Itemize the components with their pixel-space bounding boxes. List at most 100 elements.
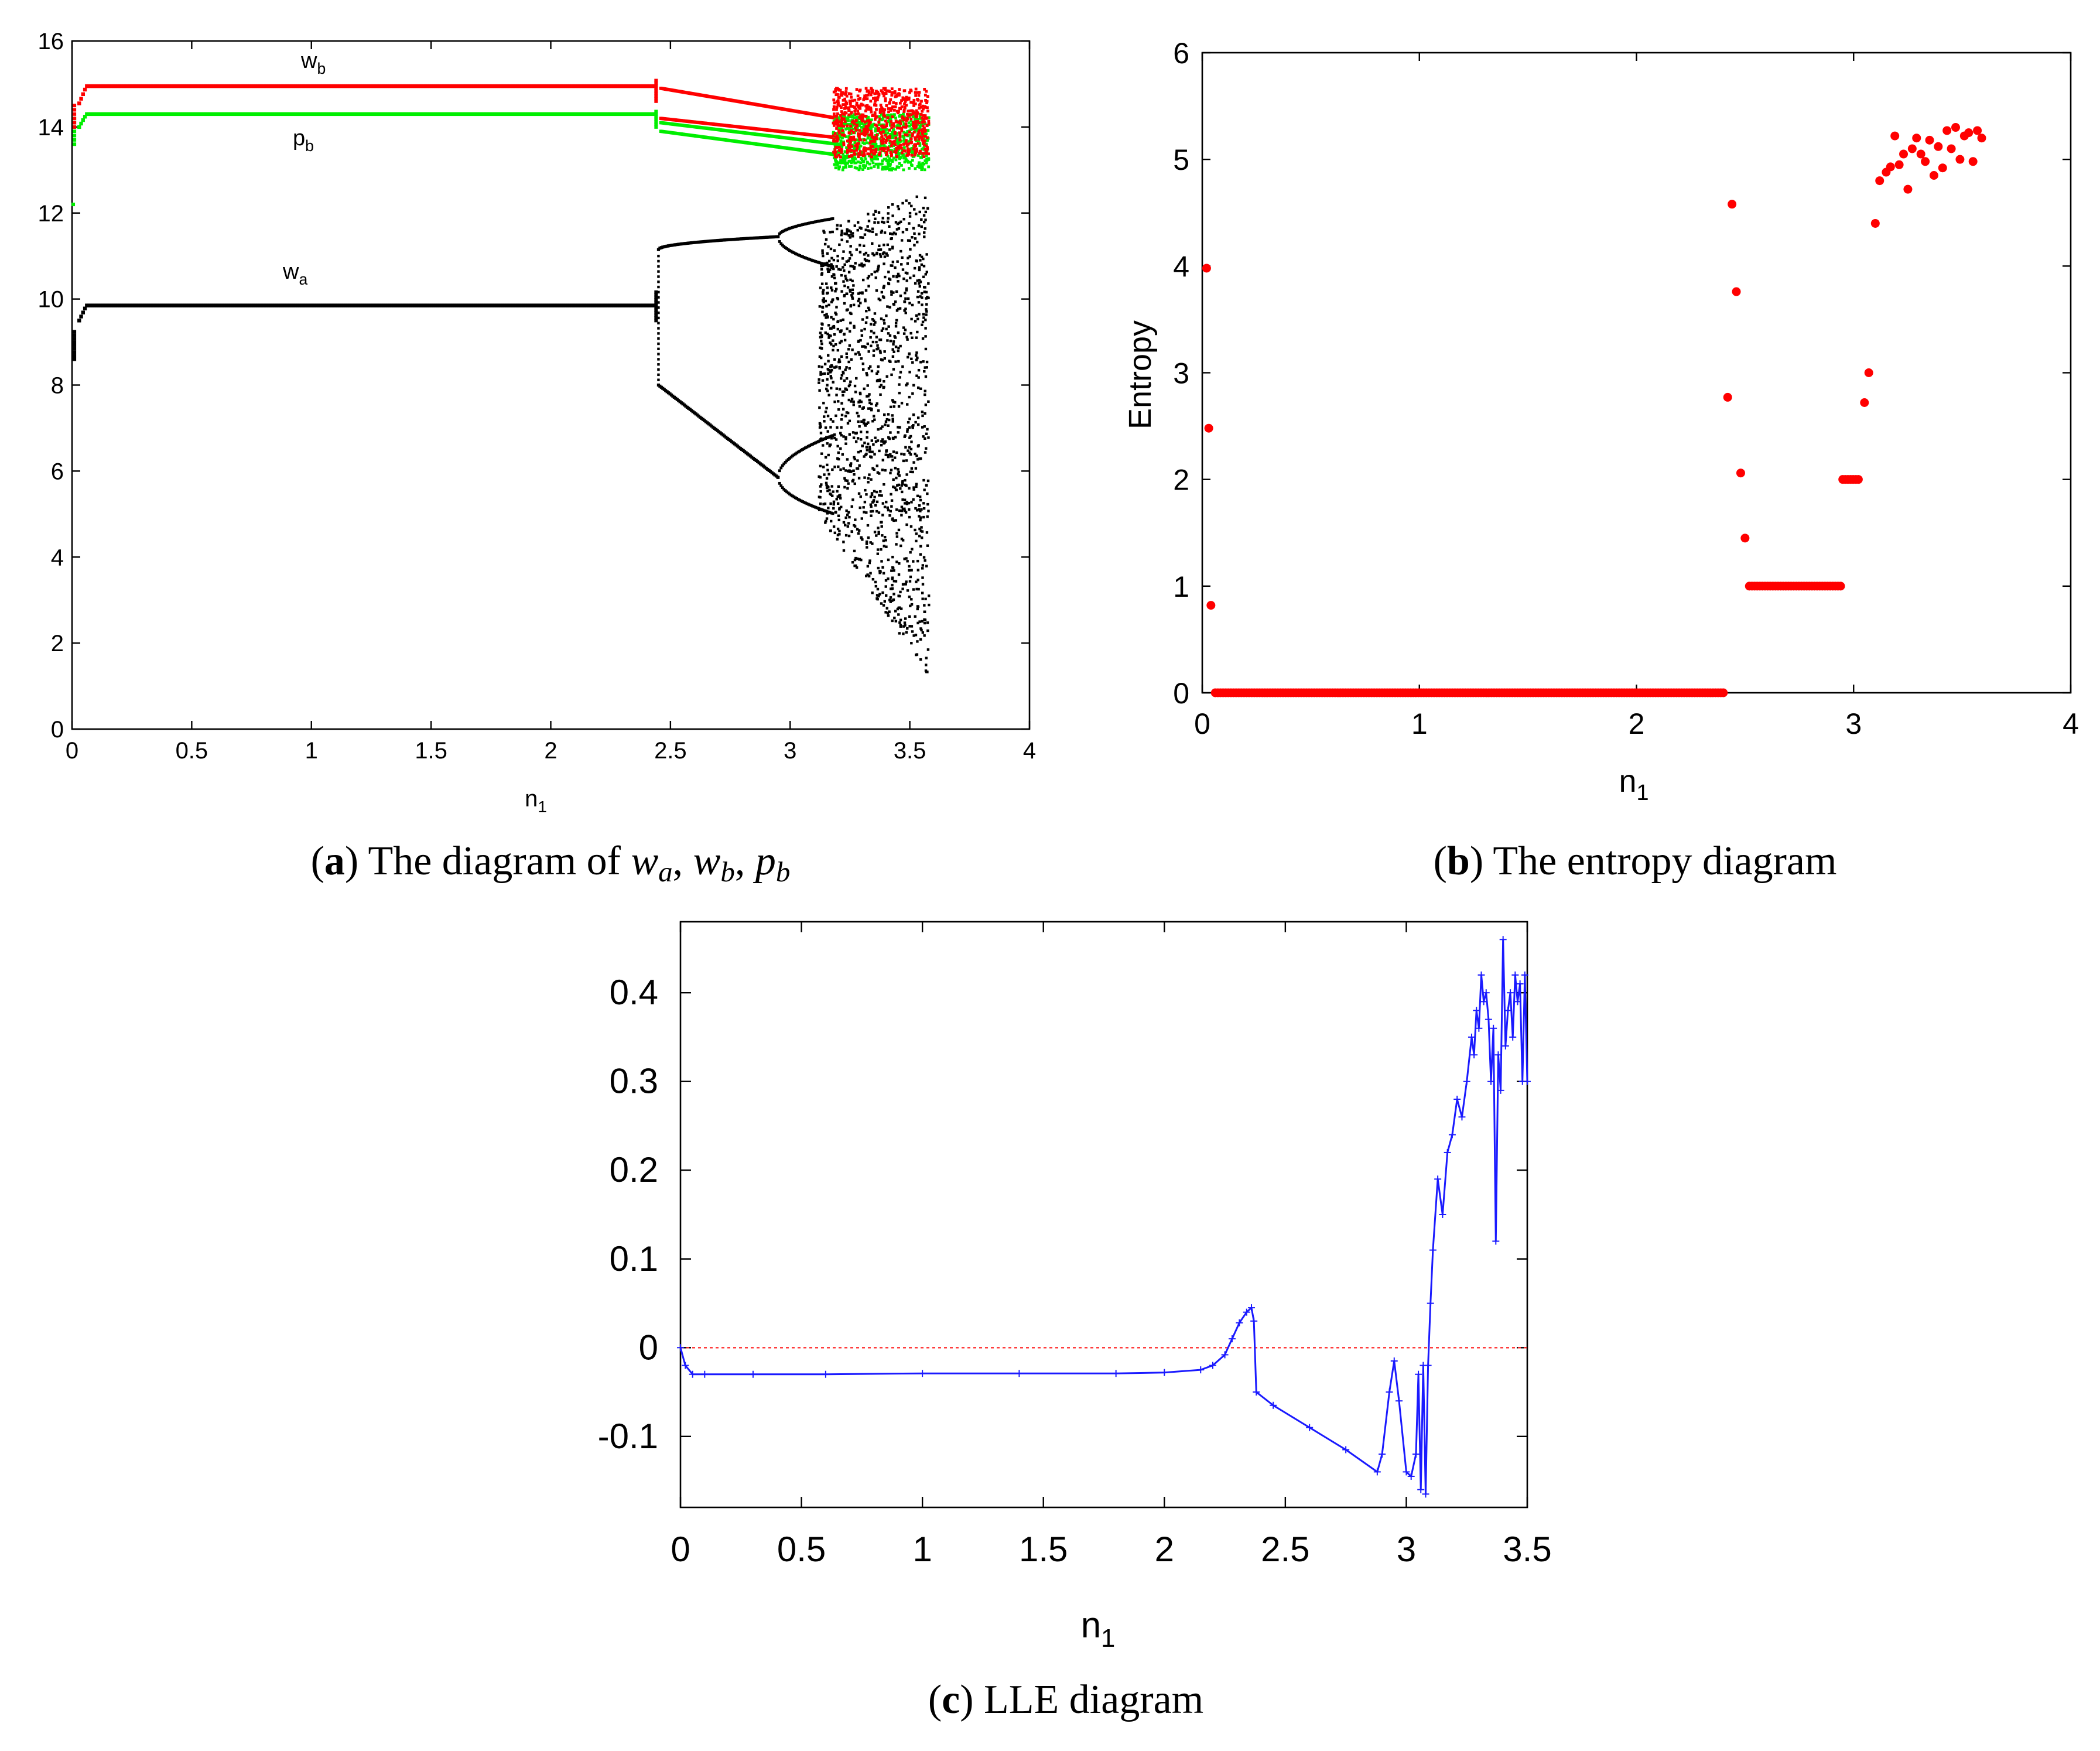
wb-point bbox=[853, 149, 856, 153]
wa-point bbox=[804, 256, 807, 259]
wa-point bbox=[343, 303, 347, 307]
wb-point bbox=[912, 121, 915, 124]
pb-point bbox=[169, 112, 173, 117]
wa-point bbox=[826, 463, 829, 467]
wa-point bbox=[866, 573, 869, 576]
wa-point bbox=[915, 485, 918, 488]
wa-point bbox=[908, 580, 912, 583]
wa-point bbox=[870, 344, 873, 347]
wa-point bbox=[870, 439, 874, 442]
pb-point bbox=[863, 155, 867, 158]
wa-point bbox=[878, 593, 881, 596]
wa-point bbox=[79, 314, 83, 319]
wb-point bbox=[288, 84, 292, 88]
wa-point bbox=[923, 370, 926, 373]
wa-point bbox=[868, 308, 871, 312]
wa-point bbox=[880, 560, 883, 563]
wb-point bbox=[927, 119, 931, 123]
wa-point bbox=[827, 485, 830, 489]
wb-point bbox=[245, 84, 250, 88]
wa-point bbox=[833, 358, 836, 361]
wa-point bbox=[864, 424, 867, 427]
wb-point bbox=[883, 149, 886, 153]
wa-point bbox=[827, 354, 830, 357]
wa-point bbox=[871, 577, 875, 581]
pb-point bbox=[529, 112, 533, 117]
wa-point bbox=[891, 420, 894, 423]
wb-point bbox=[857, 132, 860, 135]
pb-point bbox=[886, 138, 890, 141]
wa-point bbox=[857, 339, 860, 343]
wa-point bbox=[892, 450, 895, 453]
pb-point bbox=[313, 112, 317, 117]
pb-point bbox=[646, 112, 650, 117]
wb-point bbox=[869, 100, 873, 103]
wa-point bbox=[844, 469, 847, 472]
pb-point bbox=[596, 112, 600, 117]
wa-point bbox=[347, 303, 351, 307]
wb-point bbox=[925, 136, 929, 139]
wb-point bbox=[908, 130, 911, 134]
wb-point bbox=[855, 142, 859, 146]
wa-point bbox=[320, 303, 324, 307]
wb-point bbox=[833, 152, 837, 156]
wa-point bbox=[871, 230, 874, 234]
wb-point bbox=[518, 84, 522, 88]
pb-point bbox=[877, 162, 881, 166]
wa-point bbox=[883, 221, 885, 224]
panel-a-caption: (a) The diagram of wa, wb, pb bbox=[311, 839, 791, 888]
wa-point bbox=[784, 489, 787, 493]
pb-point bbox=[159, 112, 164, 117]
wa-point bbox=[497, 303, 501, 307]
pb-point bbox=[640, 112, 644, 117]
wa-point bbox=[201, 303, 206, 307]
pb-point bbox=[131, 112, 135, 117]
wa-point bbox=[314, 303, 319, 307]
wa-point bbox=[897, 468, 899, 471]
pb-point bbox=[401, 112, 405, 117]
wa-point bbox=[782, 462, 786, 466]
wa-point bbox=[910, 204, 913, 208]
wb-point bbox=[468, 84, 472, 88]
wa-point bbox=[910, 317, 913, 321]
wa-point bbox=[657, 301, 660, 304]
pb-point bbox=[541, 112, 545, 117]
wa-point bbox=[880, 220, 884, 224]
pb-point bbox=[842, 156, 845, 159]
panel-a-xlabel: n1 bbox=[525, 786, 547, 816]
pb-point bbox=[895, 138, 898, 141]
wb-point bbox=[506, 84, 510, 88]
pb-point bbox=[856, 126, 859, 129]
wa-point bbox=[916, 290, 920, 293]
wa-point bbox=[891, 619, 894, 623]
wb-point bbox=[617, 84, 621, 88]
wa-point bbox=[799, 254, 803, 258]
pb-point bbox=[563, 112, 568, 117]
wb-point bbox=[924, 105, 926, 108]
y-tick-label: 0 bbox=[51, 717, 64, 743]
pb-point bbox=[847, 122, 850, 126]
wa-point bbox=[854, 440, 858, 443]
wb-point bbox=[850, 145, 853, 148]
pb-point bbox=[90, 112, 95, 117]
wb-point bbox=[883, 111, 885, 114]
wa-point bbox=[840, 374, 843, 377]
wb-point bbox=[869, 132, 873, 135]
wb-point bbox=[111, 84, 116, 88]
wa-point bbox=[479, 303, 484, 307]
wb-point bbox=[880, 110, 884, 113]
wa-point bbox=[920, 508, 923, 511]
wa-point bbox=[293, 303, 297, 307]
wa-point bbox=[916, 386, 920, 389]
wb-point bbox=[858, 129, 861, 132]
pb-point bbox=[851, 158, 854, 162]
wa-point bbox=[916, 640, 919, 643]
wa-point bbox=[844, 479, 847, 482]
pb-point bbox=[904, 158, 908, 161]
wb-point bbox=[919, 149, 922, 153]
pb-point bbox=[915, 128, 918, 131]
wa-point bbox=[481, 303, 485, 307]
wa-point bbox=[840, 355, 843, 358]
wa-point bbox=[444, 303, 449, 307]
